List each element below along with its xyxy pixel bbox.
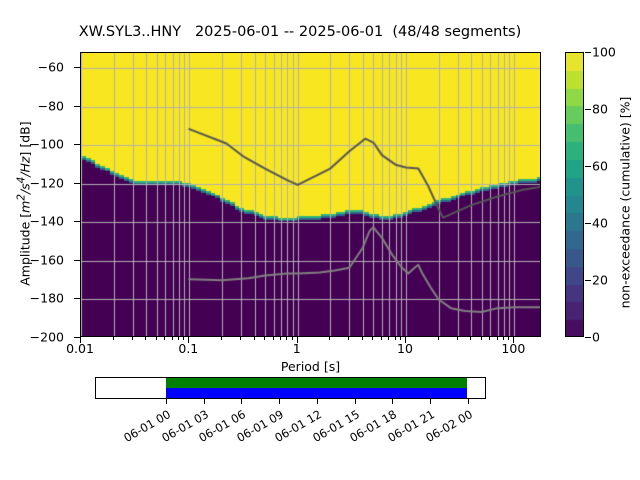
x-axis-minor-tick <box>496 337 498 341</box>
timeline-tick-mark <box>316 399 318 404</box>
timeline-tick-mark <box>354 399 356 404</box>
y-axis-tick-label: −60 <box>37 59 64 75</box>
x-axis-minor-tick <box>177 337 179 341</box>
x-axis-minor-tick <box>164 337 166 341</box>
timeline-tick-mark <box>279 399 281 404</box>
colorbar-tick-label: 80 <box>592 101 608 117</box>
x-axis-major-tick <box>188 337 190 343</box>
y-axis-label: Amplitude [m2/s4/Hz] [dB] <box>15 121 33 286</box>
y-axis-tick-label: −180 <box>29 290 64 306</box>
x-axis-minor-tick <box>388 337 390 341</box>
x-axis-tick-label: 0.1 <box>178 341 199 356</box>
x-axis-minor-tick <box>480 337 482 341</box>
timeline-tick-mark <box>203 399 205 404</box>
colorbar-tick-label: 20 <box>592 272 608 288</box>
timeline-tick-mark <box>166 399 168 404</box>
colorbar-tick-label: 100 <box>592 44 616 60</box>
colorbar-tick-mark <box>585 337 591 338</box>
colorbar-tick-label: 40 <box>592 215 608 231</box>
y-axis-tick-mark <box>74 182 80 184</box>
y-axis-tick-label: −100 <box>29 136 64 152</box>
y-axis-tick-mark <box>74 67 80 69</box>
x-axis-minor-tick <box>291 337 293 341</box>
x-axis-minor-tick <box>372 337 374 341</box>
y-axis-tick-mark <box>74 298 80 300</box>
x-axis-minor-tick <box>400 337 402 341</box>
y-axis-tick-label: −200 <box>29 329 64 345</box>
timeline-tick-mark <box>392 399 394 404</box>
colorbar-tick-mark <box>585 280 591 281</box>
x-axis-major-tick <box>296 337 298 343</box>
colorbar-tick-mark <box>585 52 591 53</box>
y-axis-tick-label: −140 <box>29 213 64 229</box>
x-axis-label: Period [s] <box>280 359 341 374</box>
timeline-tick-mark <box>430 399 432 404</box>
x-axis-minor-tick <box>155 337 157 341</box>
x-axis-minor-tick <box>240 337 242 341</box>
ppsd-plot-area[interactable] <box>80 52 541 337</box>
x-axis-minor-tick <box>348 337 350 341</box>
y-axis: −60 −80 −100 −120 −140 −160 −180 −200 <box>0 0 80 480</box>
colorbar-tick-mark <box>585 223 591 224</box>
x-axis-minor-tick <box>220 337 222 341</box>
x-axis-minor-tick <box>489 337 491 341</box>
y-axis-tick-mark <box>74 259 80 261</box>
colorbar-gradient <box>566 53 583 336</box>
x-axis-tick-label: 100 <box>501 341 526 356</box>
x-axis-tick-label: 10 <box>397 341 413 356</box>
data-coverage-blue <box>166 388 468 398</box>
x-axis-minor-tick <box>286 337 288 341</box>
x-axis-minor-tick <box>272 337 274 341</box>
x-axis-tick-label: 1 <box>292 341 301 356</box>
y-axis-tick-mark <box>74 337 80 338</box>
x-axis-minor-tick <box>183 337 185 341</box>
y-axis-tick-mark <box>74 105 80 107</box>
colorbar[interactable] <box>565 52 584 337</box>
x-axis-minor-tick <box>279 337 281 341</box>
x-axis-minor-tick <box>253 337 255 341</box>
y-axis-tick-label: −160 <box>29 252 64 268</box>
noise-model-lines <box>81 53 540 336</box>
x-axis-minor-tick <box>171 337 173 341</box>
data-coverage-timeline[interactable] <box>95 377 486 399</box>
x-axis-minor-tick <box>394 337 396 341</box>
colorbar-tick-mark <box>585 166 591 167</box>
data-coverage-green <box>166 378 468 388</box>
timeline-tick-mark <box>241 399 243 404</box>
y-axis-tick-label: −120 <box>29 175 64 191</box>
x-axis-minor-tick <box>329 337 331 341</box>
plot-title: XW.SYL3..HNY 2025-06-01 -- 2025-06-01 (4… <box>78 24 522 40</box>
x-axis-minor-tick <box>380 337 382 341</box>
colorbar-tick-mark <box>585 109 591 110</box>
x-axis-major-tick <box>405 337 406 343</box>
x-axis-minor-tick <box>131 337 133 341</box>
x-axis-minor-tick <box>112 337 114 341</box>
x-axis-major-tick <box>80 337 81 343</box>
x-axis-minor-tick <box>361 337 363 341</box>
x-axis-minor-tick <box>502 337 504 341</box>
x-axis-minor-tick <box>437 337 439 341</box>
x-axis-minor-tick <box>508 337 510 341</box>
x-axis-minor-tick <box>470 337 472 341</box>
colorbar-tick-label: 0 <box>592 329 600 345</box>
timeline-tick-mark <box>467 399 469 404</box>
x-axis-minor-tick <box>456 337 458 341</box>
x-axis-major-tick <box>513 337 515 343</box>
colorbar-tick-label: 60 <box>592 158 608 174</box>
x-axis-minor-tick <box>264 337 266 341</box>
y-axis-tick-label: −80 <box>37 98 64 114</box>
colorbar-label: non-exceedance (cumulative) [%] <box>617 96 633 309</box>
y-axis-tick-mark <box>74 144 80 146</box>
y-axis-tick-mark <box>74 221 80 223</box>
x-axis-tick-label: 0.01 <box>66 341 94 356</box>
x-axis-minor-tick <box>145 337 147 341</box>
